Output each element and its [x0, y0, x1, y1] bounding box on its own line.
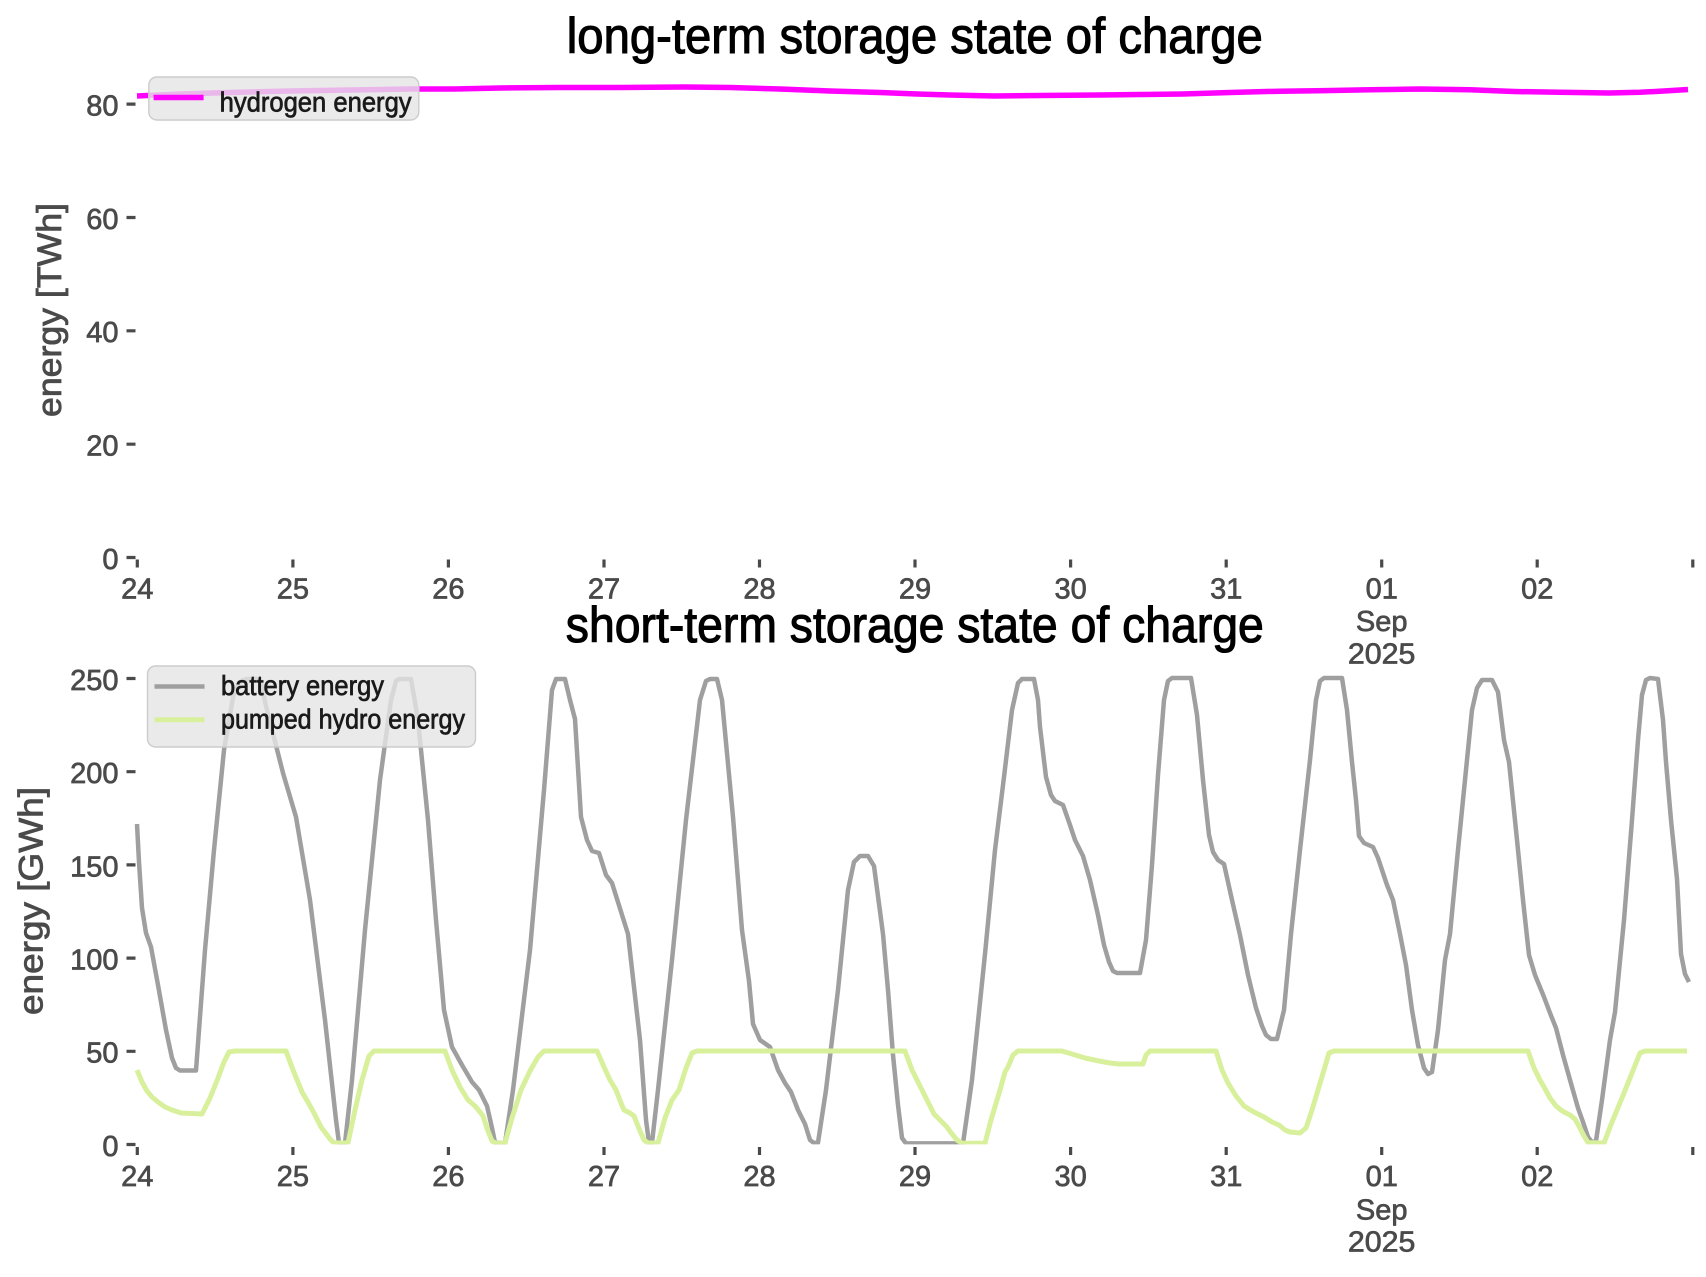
svg-text:27: 27 [588, 574, 620, 606]
svg-text:02: 02 [1521, 574, 1553, 606]
svg-text:40: 40 [86, 317, 118, 349]
svg-text:02: 02 [1521, 1161, 1553, 1193]
svg-text:2025: 2025 [1348, 1227, 1416, 1259]
svg-text:31: 31 [1210, 1161, 1242, 1193]
svg-text:31: 31 [1210, 574, 1242, 606]
svg-text:200: 200 [70, 758, 118, 790]
svg-text:2025: 2025 [1348, 639, 1416, 671]
svg-text:29: 29 [899, 574, 931, 606]
svg-text:energy [GWh]: energy [GWh] [13, 787, 51, 1015]
svg-text:0: 0 [102, 1131, 118, 1163]
svg-text:30: 30 [1054, 574, 1086, 606]
svg-text:energy [TWh]: energy [TWh] [31, 203, 69, 417]
svg-text:24: 24 [121, 574, 153, 606]
svg-text:01: 01 [1366, 1161, 1398, 1193]
svg-text:25: 25 [277, 1161, 309, 1193]
svg-text:pumped hydro energy: pumped hydro energy [221, 704, 465, 735]
svg-text:hydrogen energy: hydrogen energy [220, 86, 412, 117]
svg-text:30: 30 [1054, 1161, 1086, 1193]
svg-text:01: 01 [1366, 574, 1398, 606]
svg-text:250: 250 [70, 665, 118, 697]
svg-text:100: 100 [70, 945, 118, 977]
svg-text:battery energy: battery energy [221, 670, 384, 701]
svg-text:26: 26 [432, 1161, 464, 1193]
svg-text:20: 20 [86, 431, 118, 463]
svg-text:28: 28 [743, 574, 775, 606]
svg-text:long-term storage state of cha: long-term storage state of charge [567, 8, 1263, 64]
svg-text:60: 60 [86, 204, 118, 236]
svg-text:24: 24 [121, 1161, 153, 1193]
svg-text:26: 26 [432, 574, 464, 606]
svg-text:Sep: Sep [1356, 606, 1408, 638]
svg-text:28: 28 [743, 1161, 775, 1193]
svg-text:0: 0 [102, 544, 118, 576]
svg-text:80: 80 [86, 91, 118, 123]
svg-text:150: 150 [70, 851, 118, 883]
svg-text:short-term storage state of ch: short-term storage state of charge [566, 597, 1264, 653]
svg-text:27: 27 [588, 1161, 620, 1193]
svg-text:Sep: Sep [1356, 1195, 1408, 1227]
svg-text:29: 29 [899, 1161, 931, 1193]
svg-text:25: 25 [277, 574, 309, 606]
svg-text:50: 50 [86, 1038, 118, 1070]
